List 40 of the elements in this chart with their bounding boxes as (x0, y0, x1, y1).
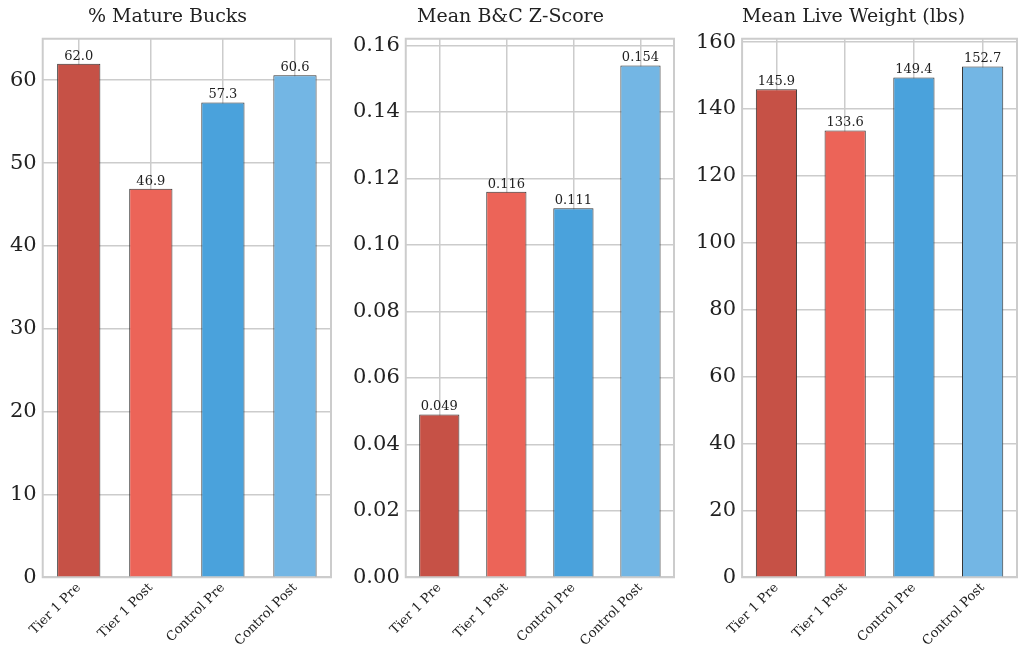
data-label: 0.116 (487, 175, 525, 191)
y-tick-label: 0.16 (352, 31, 400, 56)
data-label: 57.3 (208, 86, 238, 102)
y-tick-label: 0.10 (352, 231, 400, 256)
data-label: 62.0 (64, 47, 94, 63)
y-tick-label: 0.14 (352, 98, 400, 123)
y-tick-label: 0.00 (352, 563, 400, 588)
y-tick-label: 0.08 (352, 297, 400, 322)
y-tick-label: 40 (709, 429, 737, 454)
data-label: 133.6 (826, 114, 864, 130)
y-tick-label: 140 (695, 95, 737, 120)
data-label: 0.111 (554, 192, 593, 208)
y-tick-label: 0 (23, 563, 37, 588)
y-tick-label: 60 (709, 363, 737, 388)
y-tick-label: 0.04 (352, 430, 400, 455)
data-label: 149.4 (895, 61, 933, 77)
y-tick-label: 10 (9, 480, 37, 505)
data-label: 152.7 (964, 50, 1002, 66)
chart-title: Mean B&C Z-Score (417, 4, 604, 27)
data-label: 145.9 (757, 73, 796, 89)
y-tick-label: 100 (695, 229, 737, 254)
y-tick-label: 20 (9, 398, 37, 423)
y-tick-label: 40 (9, 232, 37, 257)
data-label: 46.9 (136, 172, 166, 188)
y-tick-label: 20 (709, 496, 737, 521)
data-label: 0.049 (420, 398, 458, 414)
y-tick-label: 80 (709, 296, 737, 321)
data-label: 0.154 (621, 49, 660, 65)
y-tick-label: 160 (695, 28, 737, 53)
data-label: 60.6 (280, 59, 310, 75)
y-tick-label: 0.06 (352, 364, 400, 389)
y-tick-label: 0.02 (352, 497, 400, 522)
chart-title: Mean Live Weight (lbs) (741, 4, 966, 27)
chart-title: % Mature Bucks (87, 4, 248, 27)
y-tick-label: 50 (9, 149, 37, 174)
y-tick-label: 120 (695, 162, 737, 187)
y-tick-label: 0.12 (352, 164, 400, 189)
y-tick-label: 60 (9, 66, 37, 91)
y-tick-label: 0 (722, 563, 737, 588)
y-tick-label: 30 (9, 315, 37, 340)
